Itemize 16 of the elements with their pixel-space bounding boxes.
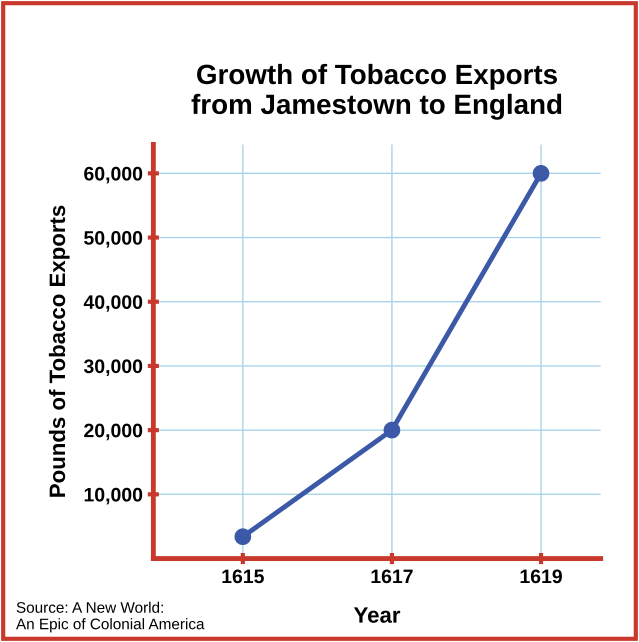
x-tick-label: 1619 (520, 569, 562, 584)
y-tick-label: 60,000 (84, 166, 142, 184)
x-tick-label: 1617 (372, 569, 413, 584)
y-axis-title: Pounds of Tobacco Exports (48, 206, 70, 497)
point (234, 528, 252, 546)
y-tick-label: 50,000 (84, 231, 142, 248)
point (384, 422, 400, 438)
x-tick-label: 1615 (222, 569, 264, 584)
x-axis-title: Year (354, 607, 400, 623)
source-note: Source: A New World: An Epic of Colonial America (16, 602, 204, 632)
point (532, 165, 550, 182)
chart-title: Growth of Tobacco Exports from Jamestown to England (192, 64, 562, 120)
y-tick-label: 20,000 (84, 424, 142, 440)
y-tick-label: 30,000 (84, 359, 142, 376)
y-tick-label: 40,000 (84, 295, 142, 312)
y-tick-label: 10,000 (84, 488, 142, 504)
